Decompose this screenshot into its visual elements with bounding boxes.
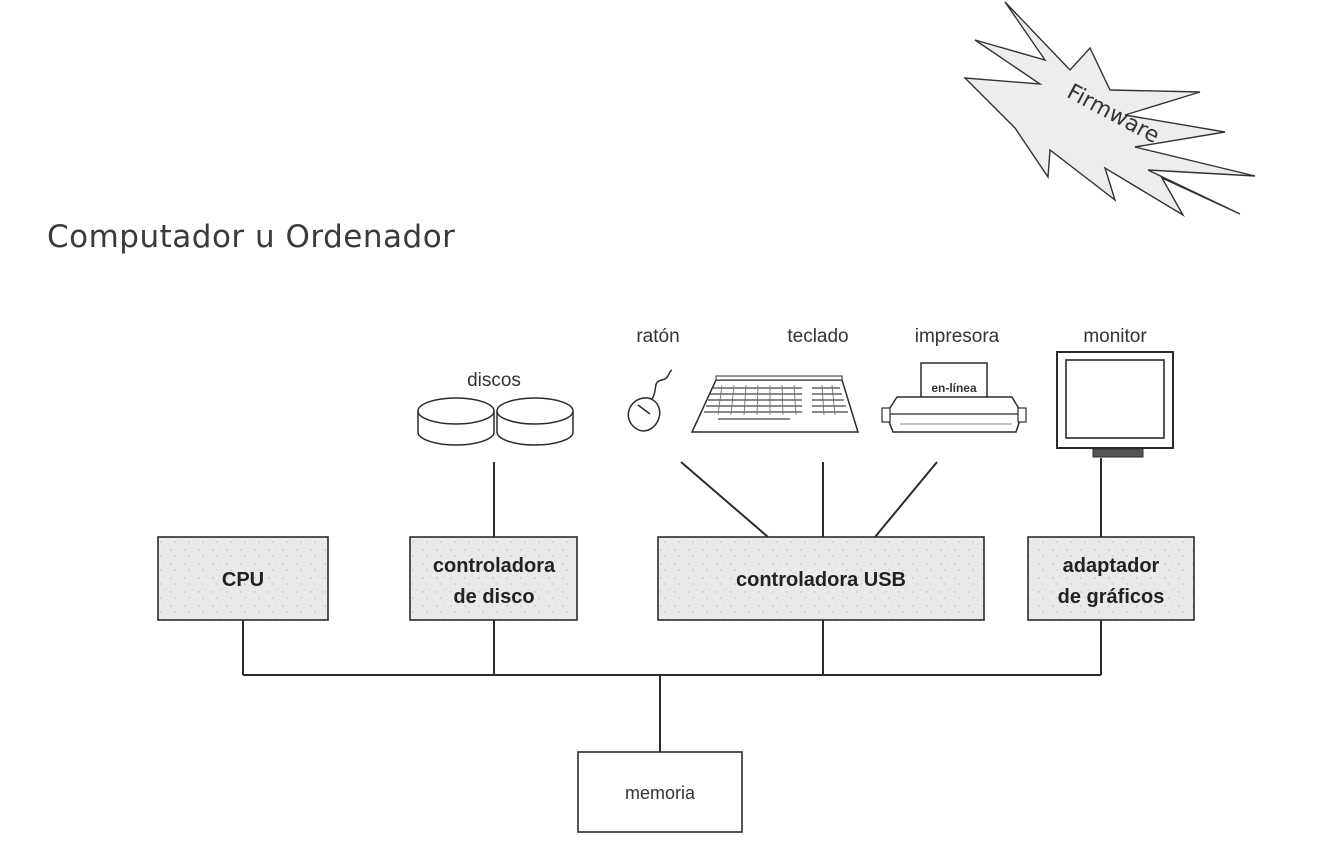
printer-to-usb	[874, 461, 938, 538]
usb-controller-label: controladora USB	[736, 569, 906, 591]
graphics-adapter-box: adaptador de gráficos	[1027, 536, 1195, 621]
memory-label: memoria	[625, 783, 696, 803]
firmware-badge: Firmware	[963, 1, 1256, 217]
mouse-to-usb	[680, 461, 769, 538]
disk-controller-label-line2: de disco	[453, 586, 534, 608]
monitor-icon	[1056, 351, 1174, 458]
cpu-label: CPU	[222, 569, 264, 591]
printer-icon: en-línea	[881, 362, 1027, 433]
memory-box: memoria	[577, 751, 743, 833]
graphics-adapter-label-line2: de gráficos	[1058, 586, 1165, 608]
graphics-adapter-label-line1: adaptador	[1063, 555, 1160, 577]
disk-controller-box: controladora de disco	[409, 536, 578, 621]
disk-controller-label-line1: controladora	[433, 555, 556, 577]
monitor-label: monitor	[1083, 326, 1147, 347]
cpu-box: CPU	[157, 536, 329, 621]
impresora-label: impresora	[915, 326, 1000, 347]
usb-controller-box: controladora USB	[657, 536, 985, 621]
starburst-shape	[963, 1, 1256, 217]
discos-label: discos	[467, 370, 521, 391]
mouse-icon	[627, 369, 673, 432]
printer-panel-label: en-línea	[931, 381, 977, 395]
system-bus	[242, 458, 1102, 752]
raton-label: ratón	[636, 326, 679, 347]
keyboard-icon	[690, 375, 860, 433]
teclado-label: teclado	[787, 326, 848, 347]
page-title: Computador u Ordenador	[47, 219, 456, 255]
disks-icon	[417, 397, 574, 446]
